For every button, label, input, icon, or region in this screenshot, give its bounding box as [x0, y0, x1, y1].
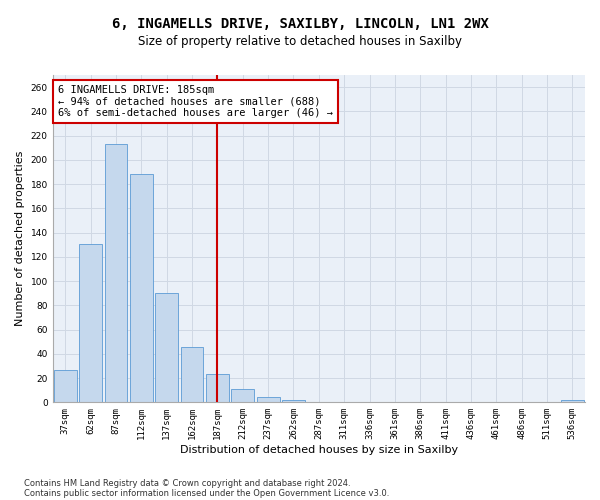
Bar	[561, 400, 584, 402]
Bar	[232, 389, 254, 402]
Bar	[79, 244, 102, 402]
Text: Contains public sector information licensed under the Open Government Licence v3: Contains public sector information licen…	[24, 488, 389, 498]
Bar	[104, 144, 127, 403]
Bar	[54, 370, 77, 402]
X-axis label: Distribution of detached houses by size in Saxilby: Distribution of detached houses by size …	[180, 445, 458, 455]
Text: 6, INGAMELLS DRIVE, SAXILBY, LINCOLN, LN1 2WX: 6, INGAMELLS DRIVE, SAXILBY, LINCOLN, LN…	[112, 18, 488, 32]
Y-axis label: Number of detached properties: Number of detached properties	[15, 151, 25, 326]
Bar	[181, 346, 203, 403]
Bar	[155, 293, 178, 403]
Text: 6 INGAMELLS DRIVE: 185sqm
← 94% of detached houses are smaller (688)
6% of semi-: 6 INGAMELLS DRIVE: 185sqm ← 94% of detac…	[58, 85, 333, 118]
Text: Contains HM Land Registry data © Crown copyright and database right 2024.: Contains HM Land Registry data © Crown c…	[24, 478, 350, 488]
Bar	[257, 398, 280, 402]
Text: Size of property relative to detached houses in Saxilby: Size of property relative to detached ho…	[138, 35, 462, 48]
Bar	[206, 374, 229, 402]
Bar	[282, 400, 305, 402]
Bar	[130, 174, 153, 402]
